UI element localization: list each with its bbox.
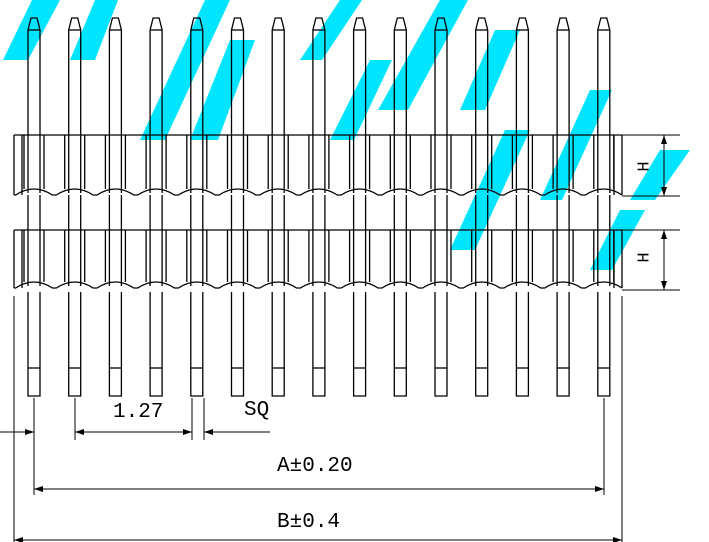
pitch-arrow-mid [75,429,84,435]
watermark-stroke-10 [590,210,645,270]
pin-lower [68,292,82,397]
dim-b-letter: B [277,511,290,534]
watermark-stroke-1 [70,0,118,60]
pin-lower [108,292,123,397]
pin-upper [475,17,489,135]
pin-1 [27,17,41,397]
pin-lower [556,292,570,397]
pin-lower [230,292,245,397]
pin-5 [190,17,204,397]
pin-2 [68,17,82,397]
dim-b-label: B±0.4 [277,512,340,533]
watermark-stroke-5 [330,60,392,140]
pin-upper [597,17,611,135]
pin-9 [352,17,367,397]
pin-upper [149,17,163,135]
height-label-bottom: H [635,252,655,263]
watermark-stroke-11 [630,150,690,200]
pin-6 [230,17,245,397]
pin-lower [597,292,611,397]
pin-array [27,17,611,397]
pin-lower [27,292,41,397]
pin-upper [393,17,407,135]
pin-upper [312,17,326,135]
h-arrow-1 [661,135,667,144]
pin-upper [352,17,367,135]
pin-upper [190,17,204,135]
housing-scallop [14,281,623,289]
pitch-arrow-right [183,429,192,435]
watermark-stroke-9 [540,90,612,200]
housing-array [13,134,623,289]
pin-3 [108,17,123,397]
pitch-arrow-left [25,429,34,435]
pin-lower [393,292,407,397]
pin-4 [149,17,163,397]
pin-8 [312,17,326,397]
watermark-stroke-7 [460,30,520,110]
pin-upper [68,17,82,135]
pin-12 [475,17,489,397]
pin-upper [108,17,123,135]
pin-upper [230,17,245,135]
pin-upper [434,17,448,135]
housing-upper [13,134,623,196]
pin-13 [515,17,530,397]
h-arrow-4 [661,281,667,290]
h-arrow-2 [661,187,667,196]
dim-b-arrow-left [14,537,23,542]
height-label-top: H [635,161,655,172]
housing-lower [13,229,623,289]
h-arrow-3 [661,230,667,239]
pin-14 [556,17,570,397]
pin-7 [271,17,285,397]
pin-lower [515,292,530,397]
pin-lower [190,292,204,397]
pin-10 [393,17,407,397]
dim-b-tolerance: ±0.4 [289,511,341,534]
watermark-stroke-4 [300,0,362,60]
pin-lower [352,292,367,397]
dim-a-letter: A [277,455,290,478]
pin-upper [27,17,41,135]
pitch-label: 1.27 [113,401,164,424]
pin-upper [271,17,285,135]
pin-lower [434,292,448,397]
pin-lower [312,292,326,397]
sq-arrow [204,429,213,435]
dimension-lines [0,134,680,542]
square-label: SQ [244,399,270,422]
watermark-stroke-6 [378,0,468,110]
housing-scallop [14,188,623,196]
watermark [3,0,690,270]
pin-11 [434,17,448,397]
watermark-stroke-3 [190,40,255,140]
dim-a-arrow-left [34,486,43,492]
pin-lower [475,292,489,397]
dim-b-arrow-right [613,537,622,542]
pin-upper [556,17,570,135]
pin-lower [149,292,163,397]
pin-15 [597,17,611,397]
dim-a-tolerance: ±0.20 [289,455,353,478]
dim-a-label: A±0.20 [277,456,353,477]
pin-upper [515,17,530,135]
pin-lower [271,292,285,397]
dim-a-arrow-right [595,486,604,492]
